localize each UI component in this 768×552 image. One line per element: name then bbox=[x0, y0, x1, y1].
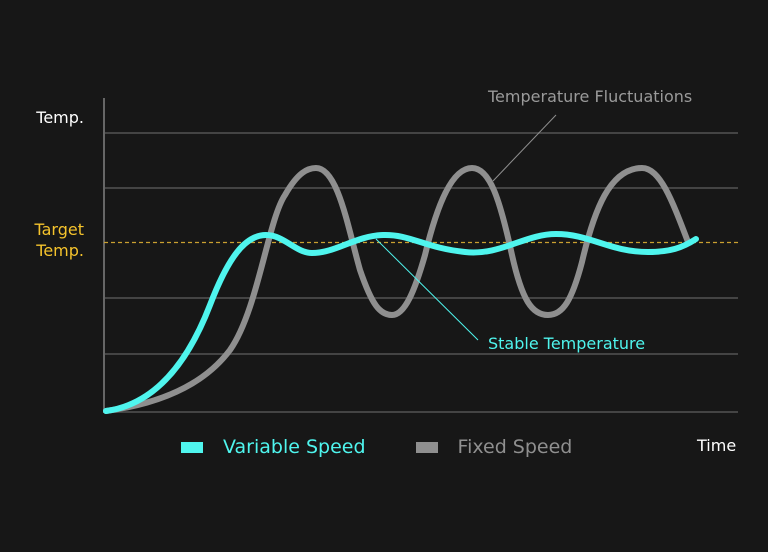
stable-callout-line bbox=[375, 238, 479, 341]
target-temp-label: Target Temp. bbox=[35, 219, 85, 261]
legend-variable-label: Variable Speed bbox=[223, 436, 366, 458]
annotation-fluctuations: Temperature Fluctuations bbox=[488, 87, 693, 106]
variable-speed-curve bbox=[103, 230, 699, 414]
legend-fixed-label: Fixed Speed bbox=[457, 436, 573, 458]
y-axis-label: Temp. bbox=[36, 108, 84, 127]
target-label-line2: Temp. bbox=[36, 241, 84, 260]
fluctuations-callout-line bbox=[492, 114, 557, 182]
legend-item-fixed: Fixed Speed bbox=[415, 436, 573, 458]
x-axis-label: Time bbox=[697, 436, 737, 455]
target-label-line1: Target bbox=[34, 220, 85, 239]
fixed-speed-curve bbox=[103, 164, 691, 414]
variable-speed-swatch-icon bbox=[181, 441, 203, 453]
legend-item-variable: Variable Speed bbox=[181, 436, 366, 458]
legend: Variable Speed Fixed Speed bbox=[181, 436, 622, 458]
annotation-stable: Stable Temperature bbox=[488, 334, 646, 353]
fixed-speed-swatch-icon bbox=[415, 441, 438, 453]
